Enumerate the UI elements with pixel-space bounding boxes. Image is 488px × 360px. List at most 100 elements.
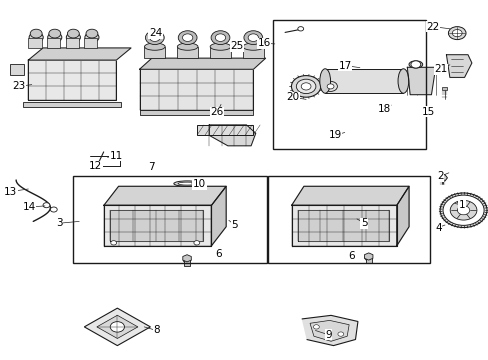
Circle shape (364, 255, 372, 261)
Polygon shape (28, 60, 116, 100)
Circle shape (193, 241, 199, 245)
Circle shape (89, 163, 97, 168)
Bar (197, 125, 253, 135)
Text: 8: 8 (153, 325, 160, 336)
Polygon shape (28, 48, 131, 60)
Text: 5: 5 (231, 220, 238, 230)
Circle shape (323, 81, 337, 91)
Bar (84, 38, 97, 48)
Polygon shape (364, 253, 372, 260)
Polygon shape (140, 69, 253, 110)
Text: 20: 20 (285, 92, 298, 102)
Polygon shape (301, 315, 357, 346)
Circle shape (30, 29, 42, 38)
Circle shape (244, 31, 262, 45)
Circle shape (110, 321, 124, 332)
Ellipse shape (243, 43, 263, 50)
Circle shape (215, 34, 225, 41)
Ellipse shape (144, 43, 165, 50)
Ellipse shape (177, 43, 198, 50)
Text: 4: 4 (434, 222, 441, 233)
Polygon shape (140, 58, 265, 69)
Circle shape (451, 30, 461, 37)
Circle shape (313, 325, 319, 329)
Polygon shape (104, 186, 225, 205)
Text: 22: 22 (426, 22, 439, 32)
Text: 18: 18 (377, 104, 390, 114)
Ellipse shape (174, 181, 201, 186)
Bar (183, 259, 189, 266)
Polygon shape (396, 186, 408, 246)
Polygon shape (84, 308, 150, 346)
Circle shape (439, 193, 486, 228)
Text: 15: 15 (421, 107, 434, 117)
Circle shape (410, 61, 420, 68)
Ellipse shape (178, 182, 196, 185)
Ellipse shape (210, 43, 230, 50)
Circle shape (149, 34, 160, 41)
Bar (140, 110, 253, 115)
Circle shape (182, 34, 192, 41)
Circle shape (110, 241, 117, 245)
Text: 13: 13 (4, 186, 18, 197)
Circle shape (449, 201, 476, 220)
Text: 12: 12 (88, 161, 102, 171)
Text: 26: 26 (210, 107, 224, 117)
Bar (365, 257, 371, 263)
Bar (267, 176, 429, 263)
Bar (47, 38, 60, 48)
Polygon shape (291, 205, 396, 246)
Bar (23, 102, 121, 107)
Circle shape (43, 203, 50, 208)
Ellipse shape (397, 69, 408, 93)
Polygon shape (291, 186, 408, 205)
Text: 25: 25 (229, 41, 243, 51)
Circle shape (178, 31, 197, 45)
Bar (325, 69, 403, 93)
Text: 6: 6 (214, 249, 221, 259)
Polygon shape (309, 320, 348, 341)
Text: 5: 5 (360, 218, 367, 228)
Circle shape (67, 29, 79, 38)
Text: 23: 23 (12, 81, 25, 91)
Text: 7: 7 (148, 162, 155, 172)
Circle shape (247, 34, 258, 41)
Text: 10: 10 (193, 179, 205, 189)
Circle shape (86, 29, 98, 38)
Polygon shape (97, 315, 138, 338)
Text: 14: 14 (22, 202, 36, 212)
Ellipse shape (85, 32, 99, 42)
Polygon shape (211, 186, 225, 246)
Bar (73, 176, 266, 263)
Circle shape (442, 195, 483, 225)
Circle shape (326, 84, 333, 89)
Text: 21: 21 (433, 64, 447, 74)
Text: 11: 11 (109, 150, 123, 161)
Ellipse shape (48, 32, 61, 42)
Circle shape (296, 79, 315, 94)
Text: 3: 3 (56, 218, 63, 228)
Circle shape (297, 27, 303, 31)
Polygon shape (104, 205, 211, 246)
Ellipse shape (408, 61, 422, 68)
Text: 16: 16 (257, 38, 270, 48)
Circle shape (337, 332, 343, 336)
Text: 19: 19 (327, 130, 341, 140)
Circle shape (50, 207, 57, 212)
Bar (243, 47, 263, 58)
Text: 1: 1 (458, 200, 465, 210)
Text: 17: 17 (338, 60, 351, 71)
Bar (65, 38, 79, 48)
Bar (10, 64, 24, 75)
Bar (177, 47, 198, 58)
Polygon shape (446, 55, 471, 77)
Text: 6: 6 (347, 251, 354, 261)
Circle shape (301, 83, 310, 90)
Polygon shape (183, 255, 191, 262)
Bar (441, 87, 446, 90)
Bar (272, 20, 426, 149)
Circle shape (183, 257, 190, 263)
Circle shape (456, 206, 469, 215)
Circle shape (211, 31, 229, 45)
Polygon shape (209, 125, 255, 146)
